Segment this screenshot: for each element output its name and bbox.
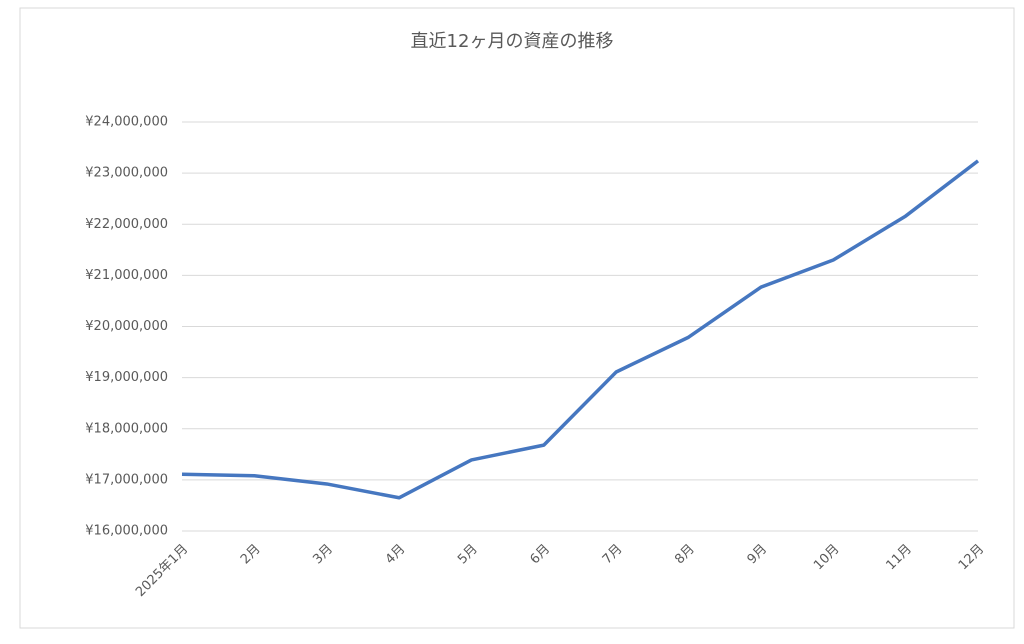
chart-frame xyxy=(19,7,1015,629)
y-tick-label: ¥23,000,000 xyxy=(85,166,168,181)
y-tick-label: ¥17,000,000 xyxy=(85,472,168,487)
y-tick-label: ¥18,000,000 xyxy=(85,421,168,436)
y-tick-label: ¥21,000,000 xyxy=(85,268,168,283)
data-line xyxy=(181,159,980,500)
y-tick-label: ¥16,000,000 xyxy=(85,524,168,539)
y-tick-label: ¥19,000,000 xyxy=(85,370,168,385)
y-tick-label: ¥24,000,000 xyxy=(85,115,168,130)
chart-title: 直近12ヶ月の資産の推移 xyxy=(411,31,614,52)
y-tick-label: ¥20,000,000 xyxy=(85,319,168,334)
y-tick-label: ¥22,000,000 xyxy=(85,217,168,232)
